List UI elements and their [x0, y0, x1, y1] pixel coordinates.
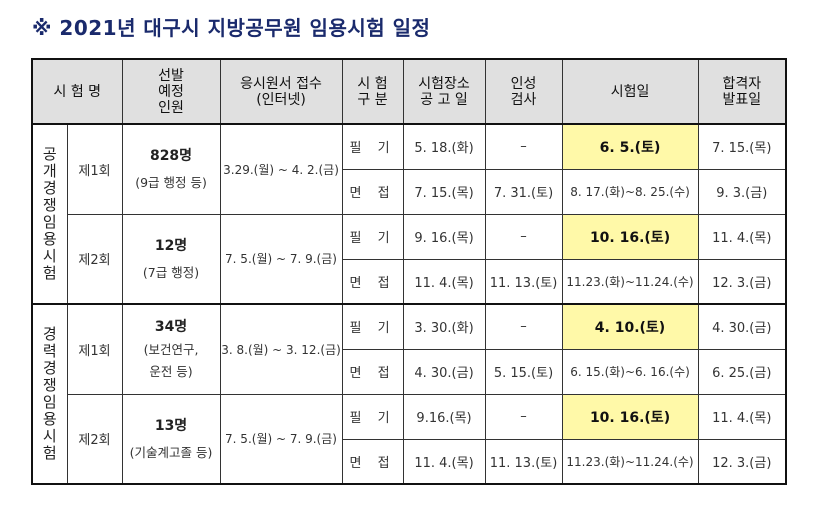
personality-date: – [484, 303, 563, 350]
header-exam-name: 시 험 명 [31, 58, 123, 125]
notice-date: 3. 30.(화) [402, 303, 486, 350]
notice-date: 7. 15.(목) [402, 168, 486, 215]
personality-date: 11. 13.(토) [484, 438, 563, 485]
exam-kind: 면 접 [341, 438, 404, 485]
quota-cell: 828명 (9급 행정 등) [121, 123, 221, 215]
exam-date-highlight: 10. 16.(토) [561, 393, 699, 440]
application-period: 7. 5.(월) ~ 7. 9.(금) [219, 213, 343, 305]
exam-date: 11.23.(화)~11.24.(수) [561, 438, 699, 485]
exam-date-highlight: 6. 5.(토) [561, 123, 699, 170]
result-date: 12. 3.(금) [697, 258, 787, 305]
table-row: 면 접 4. 30.(금) 5. 15.(토) 6. 15.(화)~6. 16.… [32, 348, 787, 395]
header-quota: 선발 예정 인원 [121, 58, 221, 125]
exam-kind: 면 접 [341, 168, 404, 215]
personality-date: 5. 15.(토) [484, 348, 563, 395]
personality-date: 11. 13.(토) [484, 258, 563, 305]
header-row: 시 험 명 선발 예정 인원 응시원서 접수 (인터넷) 시 험 구 분 시험장… [31, 58, 787, 125]
exam-kind: 필 기 [341, 303, 404, 350]
header-personality-test: 인성 검사 [484, 58, 563, 125]
quota-cell: 13명 (기술계고졸 등) [121, 393, 221, 485]
table-row: 제2회 13명 (기술계고졸 등) 7. 5.(월) ~ 7. 9.(금) 필 … [32, 393, 787, 485]
exam-date: 11.23.(화)~11.24.(수) [561, 258, 699, 305]
exam-schedule-table: 시 험 명 선발 예정 인원 응시원서 접수 (인터넷) 시 험 구 분 시험장… [31, 58, 788, 485]
personality-date: 7. 31.(토) [484, 168, 563, 215]
header-category: 시 험 구 분 [341, 58, 404, 125]
page-title: ※ 2021년 대구시 지방공무원 임용시험 일정 [32, 16, 431, 40]
notice-date: 11. 4.(목) [402, 258, 486, 305]
notice-date: 4. 30.(금) [402, 348, 486, 395]
personality-date: – [484, 213, 563, 260]
quota-cell: 34명 (보건연구, 운전 등) [121, 303, 221, 395]
exam-kind: 필 기 [341, 393, 404, 440]
exam-date: 6. 15.(화)~6. 16.(수) [561, 348, 699, 395]
notice-date: 5. 18.(화) [402, 123, 486, 170]
result-date: 11. 4.(목) [697, 393, 787, 440]
exam-kind: 필 기 [341, 213, 404, 260]
personality-date: – [484, 393, 563, 440]
notice-date: 9. 16.(목) [402, 213, 486, 260]
exam-date-highlight: 10. 16.(토) [561, 213, 699, 260]
header-exam-date: 시험일 [561, 58, 699, 125]
exam-kind: 면 접 [341, 348, 404, 395]
header-result-date: 합격자 발표일 [697, 58, 787, 125]
table-row: 면 접 11. 4.(목) 11. 13.(토) 11.23.(화)~11.24… [32, 258, 787, 305]
result-date: 7. 15.(목) [697, 123, 787, 170]
exam-kind: 면 접 [341, 258, 404, 305]
round-label: 제2회 [66, 213, 123, 305]
notice-date: 9.16.(목) [402, 393, 486, 440]
round-label: 제1회 [66, 303, 123, 395]
table-row: 면 접 11. 4.(목) 11. 13.(토) 11.23.(화)~11.24… [32, 438, 787, 485]
result-date: 12. 3.(금) [697, 438, 787, 485]
header-application: 응시원서 접수 (인터넷) [219, 58, 343, 125]
application-period: 3. 8.(월) ~ 3. 12.(금) [219, 303, 343, 395]
exam-kind: 필 기 [341, 123, 404, 170]
result-date: 11. 4.(목) [697, 213, 787, 260]
round-label: 제1회 [66, 123, 123, 215]
notice-date: 11. 4.(목) [402, 438, 486, 485]
personality-date: – [484, 123, 563, 170]
result-date: 4. 30.(금) [697, 303, 787, 350]
result-date: 6. 25.(금) [697, 348, 787, 395]
header-venue-notice: 시험장소 공 고 일 [402, 58, 486, 125]
table-row: 제2회 12명 (7급 행정) 7. 5.(월) ~ 7. 9.(금) 필 기 … [32, 213, 787, 305]
quota-cell: 12명 (7급 행정) [121, 213, 221, 305]
result-date: 9. 3.(금) [697, 168, 787, 215]
table-row: 면 접 7. 15.(목) 7. 31.(토) 8. 17.(화)~8. 25.… [32, 168, 787, 215]
exam-date: 8. 17.(화)~8. 25.(수) [561, 168, 699, 215]
application-period: 3.29.(월) ~ 4. 2.(금) [219, 123, 343, 215]
round-label: 제2회 [66, 393, 123, 485]
exam-date-highlight: 4. 10.(토) [561, 303, 699, 350]
application-period: 7. 5.(월) ~ 7. 9.(금) [219, 393, 343, 485]
